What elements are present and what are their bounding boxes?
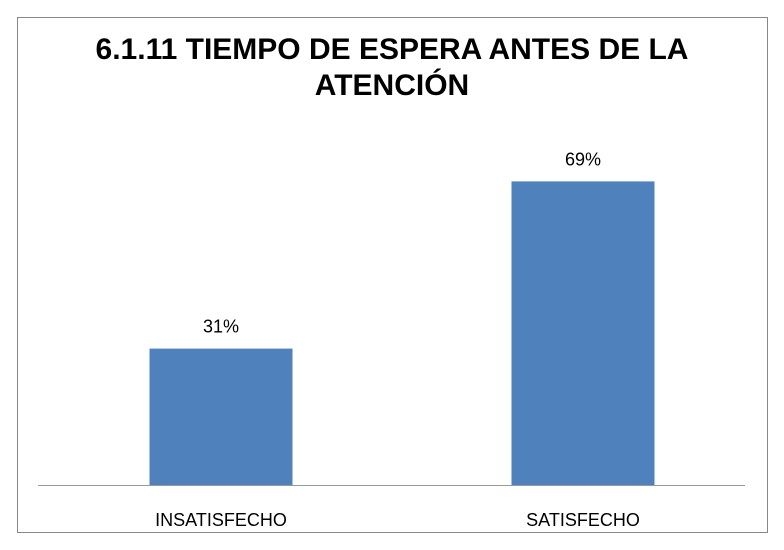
bar bbox=[149, 348, 293, 485]
bar bbox=[511, 181, 655, 485]
x-tick-label: INSATISFECHO bbox=[155, 510, 287, 530]
x-tick-label: SATISFECHO bbox=[526, 510, 640, 530]
data-label: 31% bbox=[203, 317, 239, 337]
data-label: 69% bbox=[565, 149, 601, 169]
chart-title: 6.1.11 TIEMPO DE ESPERA ANTES DE LA ATEN… bbox=[95, 33, 689, 102]
